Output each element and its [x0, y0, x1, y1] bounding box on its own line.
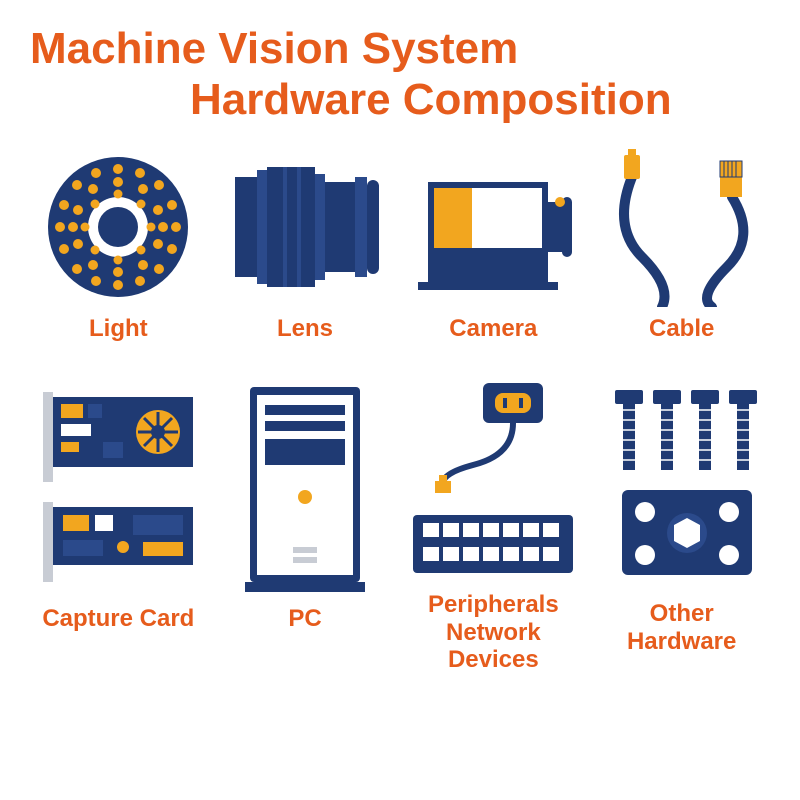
title-block: Machine Vision System Hardware Compositi…: [0, 0, 800, 135]
item-network: PeripheralsNetwork Devices: [403, 375, 583, 655]
cable-icon: [593, 145, 770, 309]
light-icon: [30, 145, 207, 309]
item-light: Light: [30, 145, 207, 365]
capture-card-icon: [30, 375, 207, 599]
other-hardware-label: Other Hardware: [593, 594, 770, 655]
hardware-grid: Light Lens: [0, 135, 800, 675]
item-cable: Cable: [593, 145, 770, 365]
item-camera: Camera: [403, 145, 583, 365]
network-label: PeripheralsNetwork Devices: [403, 585, 583, 655]
item-lens: Lens: [217, 145, 394, 365]
pc-label: PC: [288, 599, 321, 655]
other-hardware-icon: [593, 375, 770, 594]
lens-label: Lens: [277, 309, 333, 365]
pc-icon: [217, 375, 394, 599]
network-icon: [403, 375, 583, 585]
item-pc: PC: [217, 375, 394, 655]
lens-icon: [217, 145, 394, 309]
camera-label: Camera: [449, 309, 537, 365]
camera-icon: [403, 145, 583, 309]
title-line-1: Machine Vision System: [30, 24, 770, 75]
cable-label: Cable: [649, 309, 714, 365]
item-capture-card: Capture Card: [30, 375, 207, 655]
title-line-2: Hardware Composition: [30, 75, 770, 126]
item-other-hardware: Other Hardware: [593, 375, 770, 655]
light-label: Light: [89, 309, 148, 365]
capture-card-label: Capture Card: [42, 599, 194, 655]
